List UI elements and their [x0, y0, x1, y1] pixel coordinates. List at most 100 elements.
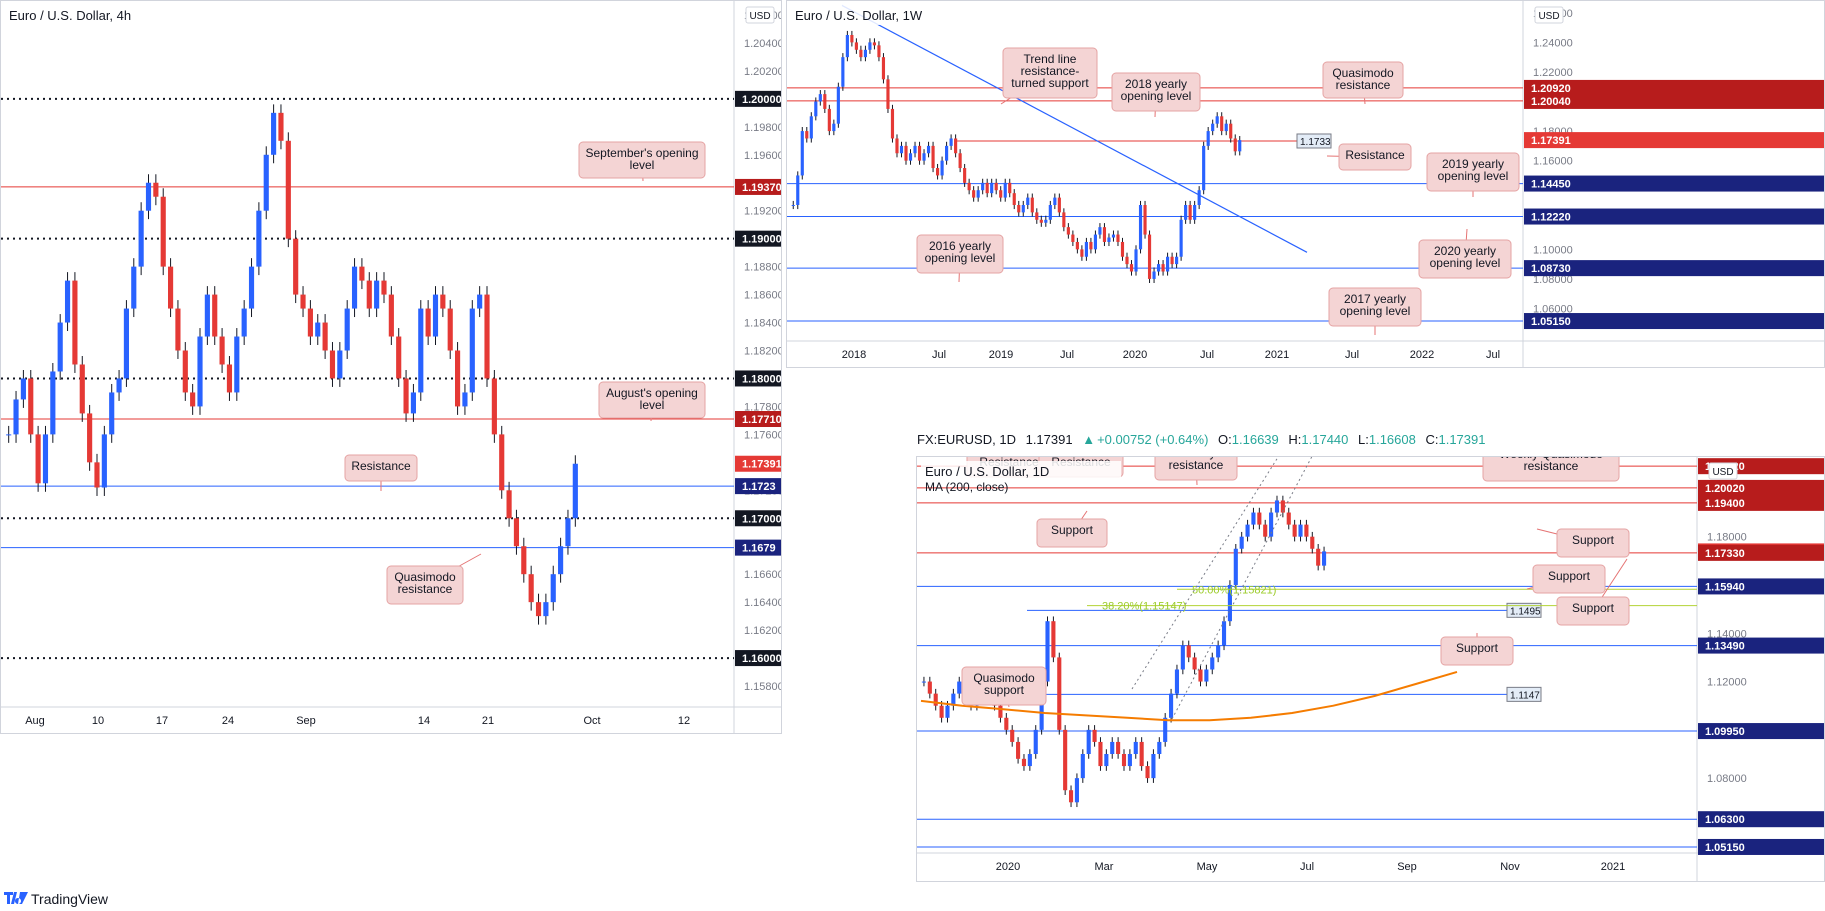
candle-body [958, 153, 962, 169]
candle-body [1004, 717, 1009, 730]
candle-body [1116, 741, 1121, 754]
y-tick-label: 1.15800 [744, 681, 782, 693]
annotation-text: August's opening [606, 386, 698, 400]
candle-body [204, 294, 210, 337]
annotation-text: Weekly Quasimodo [1499, 457, 1603, 461]
candle-body [1134, 249, 1138, 272]
candle-body [933, 693, 938, 706]
x-tick-label: Jul [1060, 349, 1074, 361]
candle-body [1147, 234, 1152, 279]
x-tick-label: 24 [222, 715, 234, 727]
candle-body [1169, 693, 1174, 718]
candle-body [1048, 205, 1052, 220]
symbol-name: FX:EURUSD, 1D [917, 432, 1016, 447]
candle-body [1107, 237, 1111, 242]
candle-body [57, 322, 63, 372]
candle-body [1316, 548, 1321, 566]
candle-body [1197, 190, 1201, 205]
level-price-box [1698, 811, 1824, 828]
channel-line [1131, 457, 1279, 690]
chart-panel-weekly[interactable]: 1.260001.240001.220001.180001.160001.100… [786, 0, 1825, 368]
level-price-box [735, 539, 781, 556]
candle-body [116, 378, 122, 393]
annotation-text: Quasimodo [394, 570, 456, 584]
candle-body [800, 131, 804, 176]
candle-body [329, 350, 336, 379]
chart-4h[interactable]: 1.206001.204001.202001.198001.196001.192… [1, 1, 782, 734]
level-price-box [735, 230, 781, 247]
candle-body [1221, 621, 1227, 646]
annotation-text: 2018 yearly [1125, 77, 1187, 91]
candle-body [1286, 512, 1291, 525]
level-price-box [735, 478, 781, 495]
candle-body [396, 336, 402, 379]
x-tick-label: 2021 [1601, 861, 1625, 873]
candle-body [1016, 741, 1021, 759]
level-price-label: 1.12220 [1531, 212, 1571, 224]
candle-body [79, 364, 85, 414]
candle-body [1125, 256, 1129, 265]
annotation-box [1556, 596, 1630, 626]
candle-body [256, 210, 262, 267]
candle-body [1188, 205, 1192, 220]
annotation-text: resistance- [1021, 64, 1080, 78]
annotation-text: Support [1572, 601, 1615, 615]
candle-body [182, 350, 188, 393]
chart-title: Euro / U.S. Dollar, 1W [795, 8, 923, 23]
candle-body [1039, 681, 1044, 730]
candle-body [1080, 754, 1085, 779]
candle-body [1021, 758, 1027, 767]
candle-body [886, 79, 890, 109]
candle-body [1292, 524, 1297, 537]
candle-body [28, 378, 34, 435]
chart-daily[interactable]: 1.18000 1.14000 1.12000 1.08000 2020 Mar May Ju… [917, 457, 1825, 882]
candle-body [410, 392, 416, 414]
annotation-text: Trend line [1024, 52, 1077, 66]
x-tick-label: Oct [583, 715, 600, 727]
candle-body [976, 190, 980, 198]
level-price-label: 1.17000 [742, 513, 782, 525]
level-price-label: 1.19400 [1705, 498, 1745, 510]
level-price-box [1524, 92, 1824, 109]
x-tick-label: 2021 [1265, 349, 1289, 361]
candle-body [1184, 205, 1188, 220]
candle-body [455, 350, 461, 407]
candle-body [1051, 621, 1056, 658]
candle-body [469, 308, 475, 393]
candle-body [241, 308, 247, 337]
y-tick-label: 1.16400 [744, 597, 782, 609]
chart-weekly[interactable]: 1.260001.240001.220001.180001.160001.100… [787, 1, 1825, 368]
level-price-box [1698, 544, 1824, 561]
x-tick-label: Nov [1500, 861, 1520, 873]
candle-body [351, 266, 358, 309]
annotation-box [1556, 528, 1630, 558]
candle-body [1139, 741, 1144, 767]
candle-body [1021, 205, 1025, 213]
candle-body [967, 182, 971, 191]
candle-body [1192, 657, 1197, 670]
y-tick-label: 1.17800 [744, 401, 782, 413]
candle-body [271, 112, 277, 155]
currency-badge [1534, 6, 1564, 24]
annotation-text: resistance [398, 582, 453, 596]
chart-panel-daily[interactable]: 1.18000 1.14000 1.12000 1.08000 2020 Mar May Ju… [916, 456, 1825, 882]
candle-body [447, 308, 453, 351]
annotation-text: support [984, 683, 1025, 697]
candle-body [1206, 131, 1210, 146]
candle-body [1216, 645, 1221, 658]
x-tick-label: May [1197, 861, 1218, 873]
candle-body [1017, 205, 1021, 213]
level-price-label: 1.1679 [742, 543, 776, 555]
candle-body [854, 42, 858, 50]
indicator-label: MA (200, close) [925, 480, 1008, 494]
y-tick-label: 1.18200 [744, 346, 782, 358]
candle-body [109, 392, 115, 435]
x-tick-label: Jul [1345, 349, 1359, 361]
chart-panel-4h[interactable]: 1.206001.204001.202001.198001.196001.192… [0, 0, 782, 734]
candle-body [1175, 256, 1179, 265]
y-tick-label: 1.18800 [744, 262, 782, 274]
candle-body [1074, 778, 1079, 803]
candle-body [1110, 741, 1115, 754]
candle-body [994, 182, 998, 191]
level-price-box [735, 510, 781, 527]
